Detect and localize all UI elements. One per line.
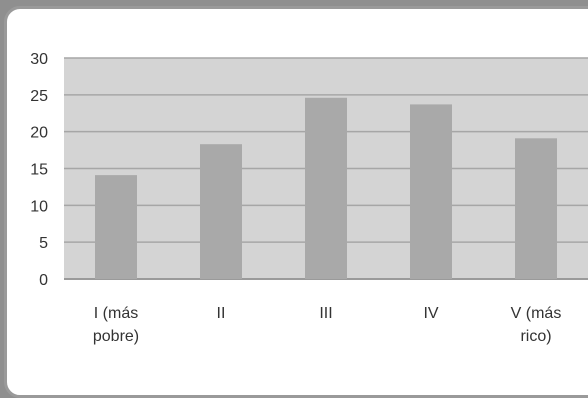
y-tick-label: 20: [30, 125, 48, 142]
bar: [200, 144, 242, 279]
bar: [95, 175, 137, 279]
x-tick-label: rico): [520, 328, 551, 345]
bar: [410, 104, 452, 279]
y-tick-label: 25: [30, 88, 48, 105]
y-tick-label: 0: [39, 272, 48, 289]
y-tick-label: 15: [30, 162, 48, 179]
y-tick-label: 30: [30, 51, 48, 68]
y-tick-label: 5: [39, 235, 48, 252]
x-tick-label: II: [217, 305, 226, 322]
x-tick-label: pobre): [93, 328, 139, 345]
x-tick-label: IV: [423, 305, 438, 322]
x-tick-label: V (más: [511, 305, 562, 322]
x-tick-label: I (más: [94, 305, 138, 322]
x-tick-label: III: [319, 305, 332, 322]
bar: [515, 138, 557, 279]
bar: [305, 97, 347, 279]
y-tick-label: 10: [30, 198, 48, 215]
